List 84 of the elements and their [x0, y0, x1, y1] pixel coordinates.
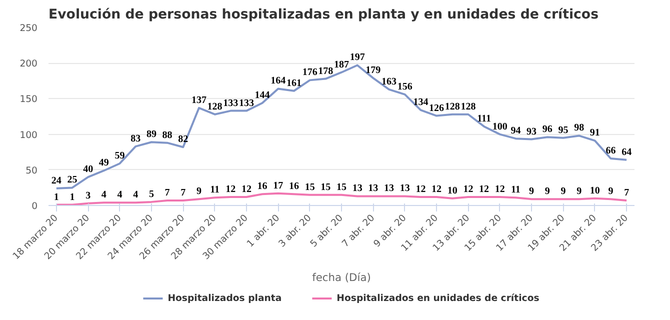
y-tick-label: 100 [20, 130, 38, 141]
data-label: 5 [148, 188, 154, 200]
chart-title: Evolución de personas hospitalizadas en planta y en unidades de críticos [48, 8, 599, 22]
y-tick-label: 200 [20, 58, 38, 70]
data-label: 4 [133, 190, 138, 201]
data-label: 7 [164, 188, 170, 199]
x-axis-title: fecha (Día) [312, 270, 371, 284]
data-label: 197 [350, 52, 365, 64]
data-label: 1 [70, 192, 75, 203]
data-label: 164 [270, 76, 286, 87]
data-label: 12 [432, 184, 442, 195]
data-label: 126 [429, 102, 444, 114]
data-label: 111 [477, 113, 491, 124]
data-label: 11 [210, 184, 220, 196]
data-label: 176 [302, 67, 318, 78]
data-label: 25 [67, 174, 78, 186]
data-label: 4 [117, 190, 122, 201]
data-label: 12 [494, 184, 505, 195]
data-label: 98 [574, 122, 584, 134]
data-label: 64 [622, 146, 632, 158]
data-label: 3 [86, 190, 91, 202]
data-label: 16 [257, 181, 268, 192]
data-label: 88 [162, 130, 172, 141]
data-label: 93 [526, 126, 537, 138]
data-label: 12 [416, 184, 426, 195]
data-label: 137 [191, 94, 206, 106]
data-label: 66 [606, 146, 616, 157]
data-label: 9 [560, 186, 566, 198]
data-label: 9 [544, 186, 550, 198]
data-label: 13 [352, 183, 362, 194]
data-label: 13 [384, 183, 394, 194]
data-label: 12 [226, 184, 236, 195]
data-label: 161 [286, 78, 302, 89]
data-label: 133 [238, 98, 254, 109]
data-label: 12 [479, 184, 490, 195]
data-label: 134 [413, 97, 428, 108]
data-label: 13 [400, 183, 410, 194]
data-label: 7 [624, 188, 630, 199]
data-label: 59 [114, 150, 125, 162]
data-label: 96 [542, 124, 552, 136]
data-label: 13 [368, 183, 378, 194]
data-label: 100 [492, 121, 508, 132]
data-label: 15 [304, 182, 315, 193]
data-label: 49 [98, 158, 109, 169]
data-label: 144 [254, 90, 270, 101]
data-label: 7 [180, 188, 186, 199]
legend-label: Hospitalizados planta [168, 292, 282, 304]
data-label: 89 [146, 129, 156, 140]
data-label: 187 [334, 59, 349, 70]
data-label: 128 [444, 101, 460, 112]
data-label: 9 [608, 186, 614, 198]
data-label: 15 [320, 182, 331, 193]
data-label: 9 [196, 186, 202, 198]
data-label: 11 [510, 184, 520, 196]
data-label: 9 [576, 186, 582, 198]
y-tick-label: 50 [26, 165, 38, 176]
y-tick-label: 250 [20, 23, 38, 34]
data-label: 40 [83, 164, 94, 176]
legend-label: Hospitalizados en unidades de críticos [336, 292, 540, 304]
data-label: 24 [51, 175, 62, 186]
data-label: 133 [223, 98, 238, 109]
data-label: 128 [207, 101, 222, 112]
data-label: 4 [101, 190, 106, 201]
data-label: 163 [382, 76, 397, 88]
y-tick-label: 150 [20, 94, 38, 106]
data-label: 178 [318, 66, 334, 77]
data-label: 16 [288, 181, 299, 192]
data-label: 15 [336, 182, 346, 193]
data-label: 156 [397, 81, 412, 92]
data-label: 12 [241, 184, 252, 195]
data-label: 83 [130, 133, 141, 144]
y-tick-label: 0 [32, 201, 38, 212]
data-label: 82 [178, 134, 188, 146]
data-label: 179 [366, 65, 381, 76]
data-label: 95 [558, 124, 568, 136]
data-label: 17 [273, 180, 284, 192]
data-label: 9 [529, 186, 534, 198]
data-label: 128 [460, 101, 476, 112]
data-label: 10 [590, 185, 600, 196]
data-label: 12 [463, 184, 474, 195]
data-label: 91 [590, 128, 600, 139]
data-label: 94 [510, 126, 521, 137]
data-label: 10 [447, 185, 458, 196]
data-label: 1 [54, 192, 59, 203]
